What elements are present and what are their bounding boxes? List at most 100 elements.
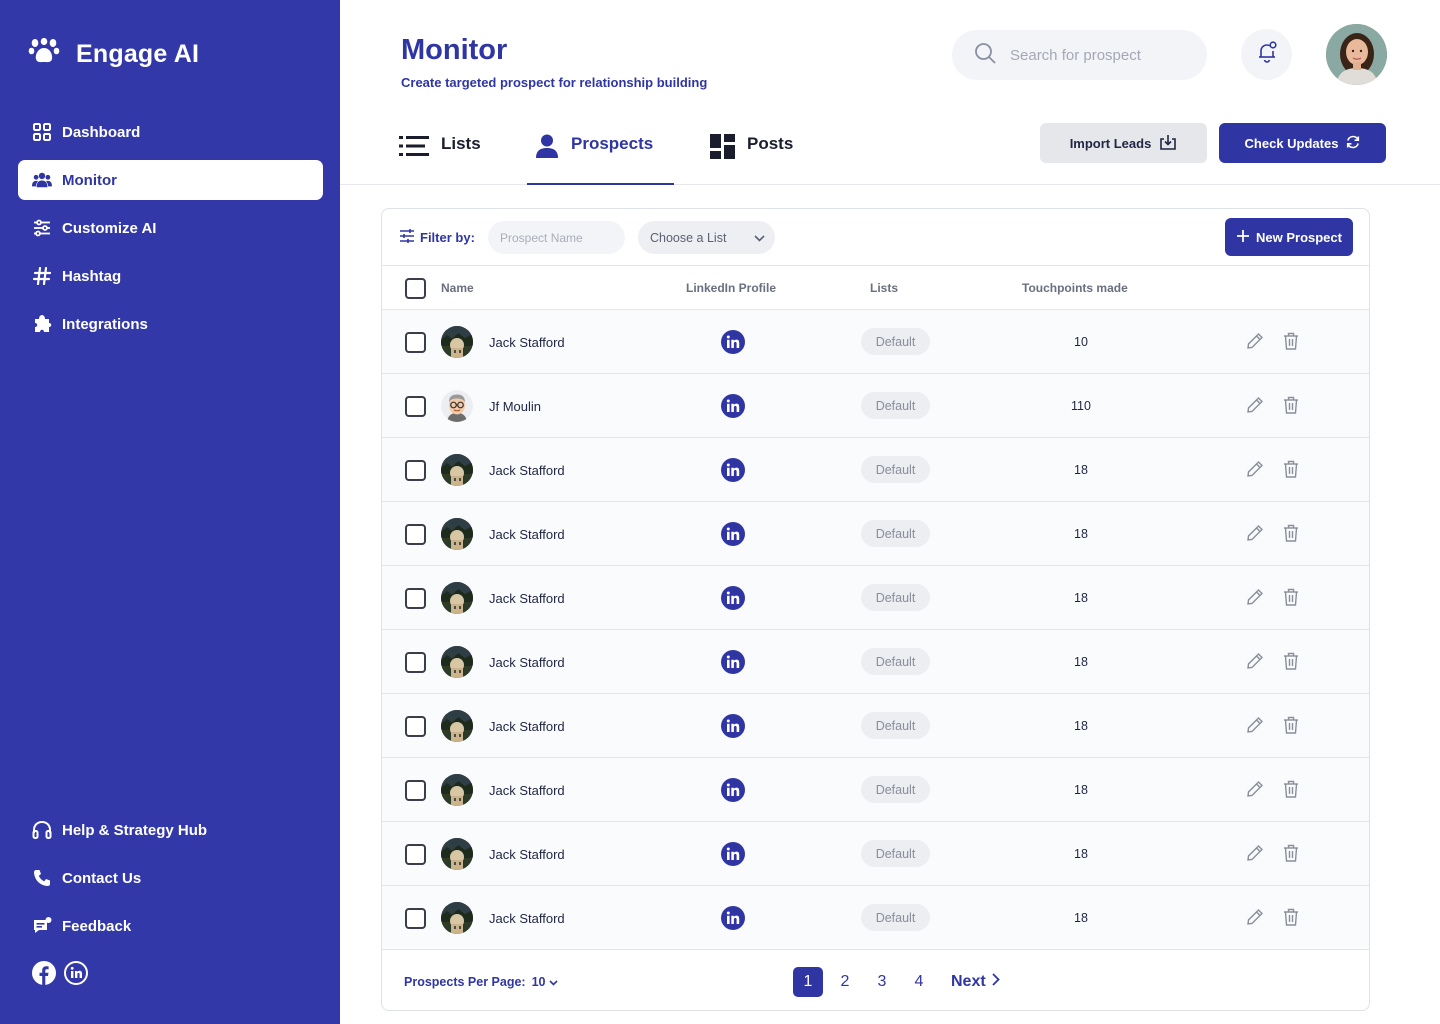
sidebar-item-label: Contact Us <box>62 869 142 887</box>
linkedin-profile-icon[interactable] <box>721 842 745 866</box>
linkedin-profile-icon[interactable] <box>721 714 745 738</box>
trash-icon[interactable] <box>1280 778 1302 800</box>
linkedin-profile-icon[interactable] <box>721 394 745 418</box>
edit-icon[interactable] <box>1244 330 1266 352</box>
prospect-name: Jack Stafford <box>489 527 565 542</box>
next-page-button[interactable]: Next <box>951 973 1000 991</box>
tabs-divider <box>340 184 1440 185</box>
facebook-icon[interactable] <box>32 961 56 990</box>
brand[interactable]: Engage AI <box>28 37 199 71</box>
tab-label: Prospects <box>571 134 654 153</box>
sidebar-item-customize-ai[interactable]: Customize AI <box>18 208 323 248</box>
prospect-name: Jack Stafford <box>489 655 565 670</box>
prospect-name-input[interactable] <box>488 221 625 254</box>
edit-icon[interactable] <box>1244 394 1266 416</box>
edit-icon[interactable] <box>1244 778 1266 800</box>
social-links <box>32 961 88 990</box>
sidebar-item-label: Monitor <box>62 171 117 189</box>
notifications-button[interactable] <box>1241 29 1292 80</box>
check-updates-button[interactable]: Check Updates <box>1219 123 1386 163</box>
sidebar-item-monitor[interactable]: Monitor <box>18 160 323 200</box>
list-badge: Default <box>861 584 930 611</box>
row-checkbox[interactable] <box>405 332 426 353</box>
row-checkbox[interactable] <box>405 588 426 609</box>
trash-icon[interactable] <box>1280 714 1302 736</box>
table-row: Jack Stafford Default 18 <box>382 886 1369 950</box>
filter-bar: Filter by: Choose a List New Prospect <box>382 209 1369 266</box>
linkedin-profile-icon[interactable] <box>721 586 745 610</box>
search-icon <box>974 42 996 69</box>
page-button[interactable]: 2 <box>840 973 850 990</box>
edit-icon[interactable] <box>1244 714 1266 736</box>
trash-icon[interactable] <box>1280 906 1302 928</box>
search-bar[interactable] <box>952 30 1207 80</box>
sidebar-item-feedback[interactable]: Feedback <box>18 906 323 946</box>
row-checkbox[interactable] <box>405 716 426 737</box>
per-page-value: 10 <box>531 975 546 989</box>
linkedin-icon[interactable] <box>64 961 88 990</box>
trash-icon[interactable] <box>1280 330 1302 352</box>
table-row: Jf Moulin Default 110 <box>382 374 1369 438</box>
pagination: 1 2 3 4 Next <box>793 967 1000 997</box>
linkedin-profile-icon[interactable] <box>721 330 745 354</box>
trash-icon[interactable] <box>1280 458 1302 480</box>
list-badge: Default <box>861 456 930 483</box>
table-row: Jack Stafford Default 18 <box>382 502 1369 566</box>
row-checkbox[interactable] <box>405 908 426 929</box>
touchpoints-count: 18 <box>1074 719 1088 733</box>
new-prospect-button[interactable]: New Prospect <box>1225 218 1353 256</box>
choose-list-select[interactable]: Choose a List <box>638 221 775 254</box>
select-all-checkbox[interactable] <box>405 278 426 299</box>
page-button[interactable]: 1 <box>793 967 823 997</box>
trash-icon[interactable] <box>1280 522 1302 544</box>
user-avatar[interactable] <box>1326 24 1387 85</box>
row-checkbox[interactable] <box>405 460 426 481</box>
row-checkbox[interactable] <box>405 524 426 545</box>
column-name: Name <box>441 281 474 295</box>
tab-posts[interactable]: Posts <box>710 122 820 185</box>
table-row: Jack Stafford Default 18 <box>382 694 1369 758</box>
sidebar-item-help[interactable]: Help & Strategy Hub <box>18 810 323 850</box>
sidebar-item-label: Feedback <box>62 917 132 935</box>
prospect-name: Jack Stafford <box>489 335 565 350</box>
trash-icon[interactable] <box>1280 394 1302 416</box>
sidebar-item-dashboard[interactable]: Dashboard <box>18 112 323 152</box>
row-checkbox[interactable] <box>405 844 426 865</box>
trash-icon[interactable] <box>1280 650 1302 672</box>
linkedin-profile-icon[interactable] <box>721 906 745 930</box>
chevron-down-icon <box>548 975 558 989</box>
sidebar-item-hashtag[interactable]: Hashtag <box>18 256 323 296</box>
linkedin-profile-icon[interactable] <box>721 458 745 482</box>
linkedin-profile-icon[interactable] <box>721 650 745 674</box>
edit-icon[interactable] <box>1244 650 1266 672</box>
per-page-select[interactable]: 10 <box>532 975 558 989</box>
page-button[interactable]: 3 <box>877 973 887 990</box>
trash-icon[interactable] <box>1280 842 1302 864</box>
edit-icon[interactable] <box>1244 586 1266 608</box>
linkedin-profile-icon[interactable] <box>721 778 745 802</box>
edit-icon[interactable] <box>1244 906 1266 928</box>
tab-lists[interactable]: Lists <box>382 122 495 185</box>
prospect-name: Jack Stafford <box>489 463 565 478</box>
sidebar-nav: Dashboard Monitor Customize AI Hashtag I… <box>18 112 323 352</box>
sidebar-item-contact[interactable]: Contact Us <box>18 858 323 898</box>
table-row: Jack Stafford Default 18 <box>382 438 1369 502</box>
sidebar-item-integrations[interactable]: Integrations <box>18 304 323 344</box>
per-page-label: Prospects Per Page: <box>404 975 526 989</box>
edit-icon[interactable] <box>1244 842 1266 864</box>
search-input[interactable] <box>1010 46 1180 64</box>
import-leads-button[interactable]: Import Leads <box>1040 123 1207 163</box>
trash-icon[interactable] <box>1280 586 1302 608</box>
row-checkbox[interactable] <box>405 780 426 801</box>
linkedin-profile-icon[interactable] <box>721 522 745 546</box>
person-icon <box>535 134 559 163</box>
row-checkbox[interactable] <box>405 396 426 417</box>
row-checkbox[interactable] <box>405 652 426 673</box>
list-badge: Default <box>861 712 930 739</box>
page-button[interactable]: 4 <box>914 973 924 990</box>
download-icon <box>1159 134 1177 153</box>
edit-icon[interactable] <box>1244 522 1266 544</box>
filter-icon <box>399 229 415 246</box>
edit-icon[interactable] <box>1244 458 1266 480</box>
tab-prospects[interactable]: Prospects <box>527 122 674 185</box>
